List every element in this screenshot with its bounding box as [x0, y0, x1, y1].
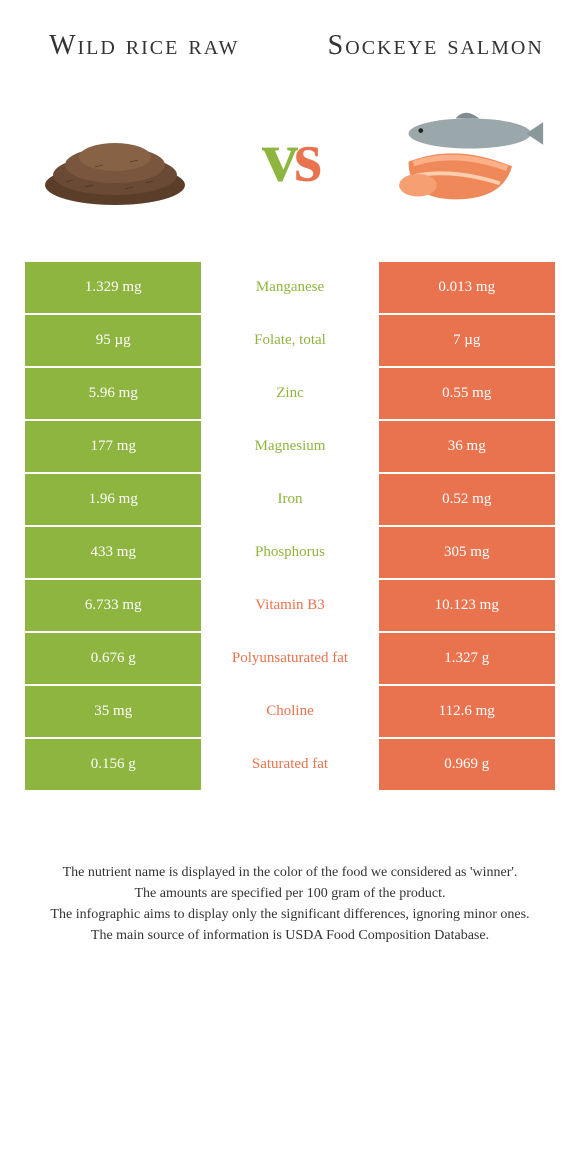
- header: Wild rice raw Sockeye salmon: [25, 30, 555, 62]
- footer-line: The nutrient name is displayed in the co…: [35, 862, 545, 883]
- cell-right-value: 112.6 mg: [379, 686, 555, 739]
- cell-nutrient-label: Polyunsaturated fat: [201, 633, 378, 686]
- table-row: 95 µgFolate, total7 µg: [25, 315, 555, 368]
- cell-nutrient-label: Choline: [201, 686, 378, 739]
- cell-left-value: 1.96 mg: [25, 474, 201, 527]
- footer: The nutrient name is displayed in the co…: [25, 862, 555, 946]
- cell-left-value: 433 mg: [25, 527, 201, 580]
- cell-left-value: 177 mg: [25, 421, 201, 474]
- footer-line: The infographic aims to display only the…: [35, 904, 545, 925]
- table-row: 177 mgMagnesium36 mg: [25, 421, 555, 474]
- table-row: 1.96 mgIron0.52 mg: [25, 474, 555, 527]
- cell-right-value: 1.327 g: [379, 633, 555, 686]
- cell-nutrient-label: Phosphorus: [201, 527, 378, 580]
- cell-right-value: 36 mg: [379, 421, 555, 474]
- cell-right-value: 7 µg: [379, 315, 555, 368]
- table-row: 6.733 mgVitamin B310.123 mg: [25, 580, 555, 633]
- salmon-image: [385, 102, 545, 212]
- images-row: vs: [25, 102, 555, 212]
- cell-nutrient-label: Manganese: [201, 262, 378, 315]
- cell-nutrient-label: Vitamin B3: [201, 580, 378, 633]
- cell-right-value: 305 mg: [379, 527, 555, 580]
- cell-right-value: 0.969 g: [379, 739, 555, 792]
- table-row: 35 mgCholine112.6 mg: [25, 686, 555, 739]
- cell-nutrient-label: Zinc: [201, 368, 378, 421]
- cell-nutrient-label: Folate, total: [201, 315, 378, 368]
- cell-left-value: 5.96 mg: [25, 368, 201, 421]
- table-row: 0.156 gSaturated fat0.969 g: [25, 739, 555, 792]
- footer-line: The amounts are specified per 100 gram o…: [35, 883, 545, 904]
- table-row: 1.329 mgManganese0.013 mg: [25, 262, 555, 315]
- table-row: 0.676 gPolyunsaturated fat1.327 g: [25, 633, 555, 686]
- cell-right-value: 0.55 mg: [379, 368, 555, 421]
- table-row: 5.96 mgZinc0.55 mg: [25, 368, 555, 421]
- cell-left-value: 35 mg: [25, 686, 201, 739]
- cell-left-value: 95 µg: [25, 315, 201, 368]
- cell-right-value: 0.52 mg: [379, 474, 555, 527]
- cell-right-value: 10.123 mg: [379, 580, 555, 633]
- vs-label: vs: [262, 116, 318, 199]
- vs-v: v: [262, 117, 294, 197]
- vs-s: s: [294, 117, 318, 197]
- table-row: 433 mgPhosphorus305 mg: [25, 527, 555, 580]
- cell-left-value: 0.156 g: [25, 739, 201, 792]
- cell-right-value: 0.013 mg: [379, 262, 555, 315]
- cell-left-value: 0.676 g: [25, 633, 201, 686]
- footer-line: The main source of information is USDA F…: [35, 925, 545, 946]
- cell-left-value: 6.733 mg: [25, 580, 201, 633]
- cell-nutrient-label: Iron: [201, 474, 378, 527]
- wild-rice-image: [35, 102, 195, 212]
- nutrient-table: 1.329 mgManganese0.013 mg95 µgFolate, to…: [25, 262, 555, 792]
- cell-left-value: 1.329 mg: [25, 262, 201, 315]
- header-right: Sockeye salmon: [317, 30, 556, 62]
- cell-nutrient-label: Magnesium: [201, 421, 378, 474]
- cell-nutrient-label: Saturated fat: [201, 739, 378, 792]
- header-left: Wild rice raw: [25, 30, 264, 62]
